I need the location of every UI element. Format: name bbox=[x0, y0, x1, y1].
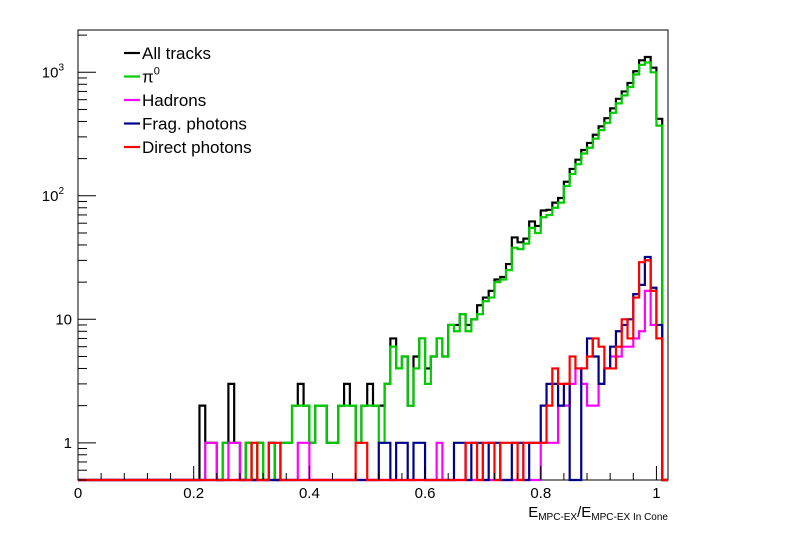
axes-layer: 0 0.2 0.4 0.6 0.8 1 1 10 102 103 bbox=[42, 34, 661, 502]
y-tick-label: 102 bbox=[42, 186, 65, 205]
legend-entry: Frag. photons bbox=[142, 115, 247, 134]
x-tick-label: 1 bbox=[652, 485, 660, 502]
y-tick-label: 103 bbox=[42, 62, 65, 81]
x-axis-title-sub2: MPC-EX In Cone bbox=[591, 512, 668, 523]
x-axis-title-sub1: MPC-EX bbox=[538, 512, 577, 523]
x-tick-label: 0.2 bbox=[183, 485, 204, 502]
y-tick-label: 10 bbox=[55, 311, 72, 328]
x-tick-label: 0.8 bbox=[530, 485, 551, 502]
y-tick-label: 1 bbox=[64, 435, 72, 452]
series-line-direct-photons bbox=[78, 259, 668, 482]
legend-entry: Direct photons bbox=[142, 138, 252, 157]
x-axis-title: EMPC-EX/EMPC-EX In Cone bbox=[528, 504, 668, 523]
x-axis-title-sep: /E bbox=[577, 504, 591, 521]
x-axis-title-main: E bbox=[528, 504, 538, 521]
legend-entry: All tracks bbox=[142, 44, 211, 63]
x-tick-label: 0.4 bbox=[299, 485, 320, 502]
x-tick-label: 0 bbox=[74, 485, 82, 502]
legend-entry: Hadrons bbox=[142, 91, 206, 110]
legend: All tracks π0 Hadrons Frag. photons Direct p… bbox=[124, 44, 252, 157]
legend-entry: π0 bbox=[142, 66, 160, 87]
series-line- bbox=[78, 61, 668, 482]
x-tick-label: 0.6 bbox=[415, 485, 436, 502]
